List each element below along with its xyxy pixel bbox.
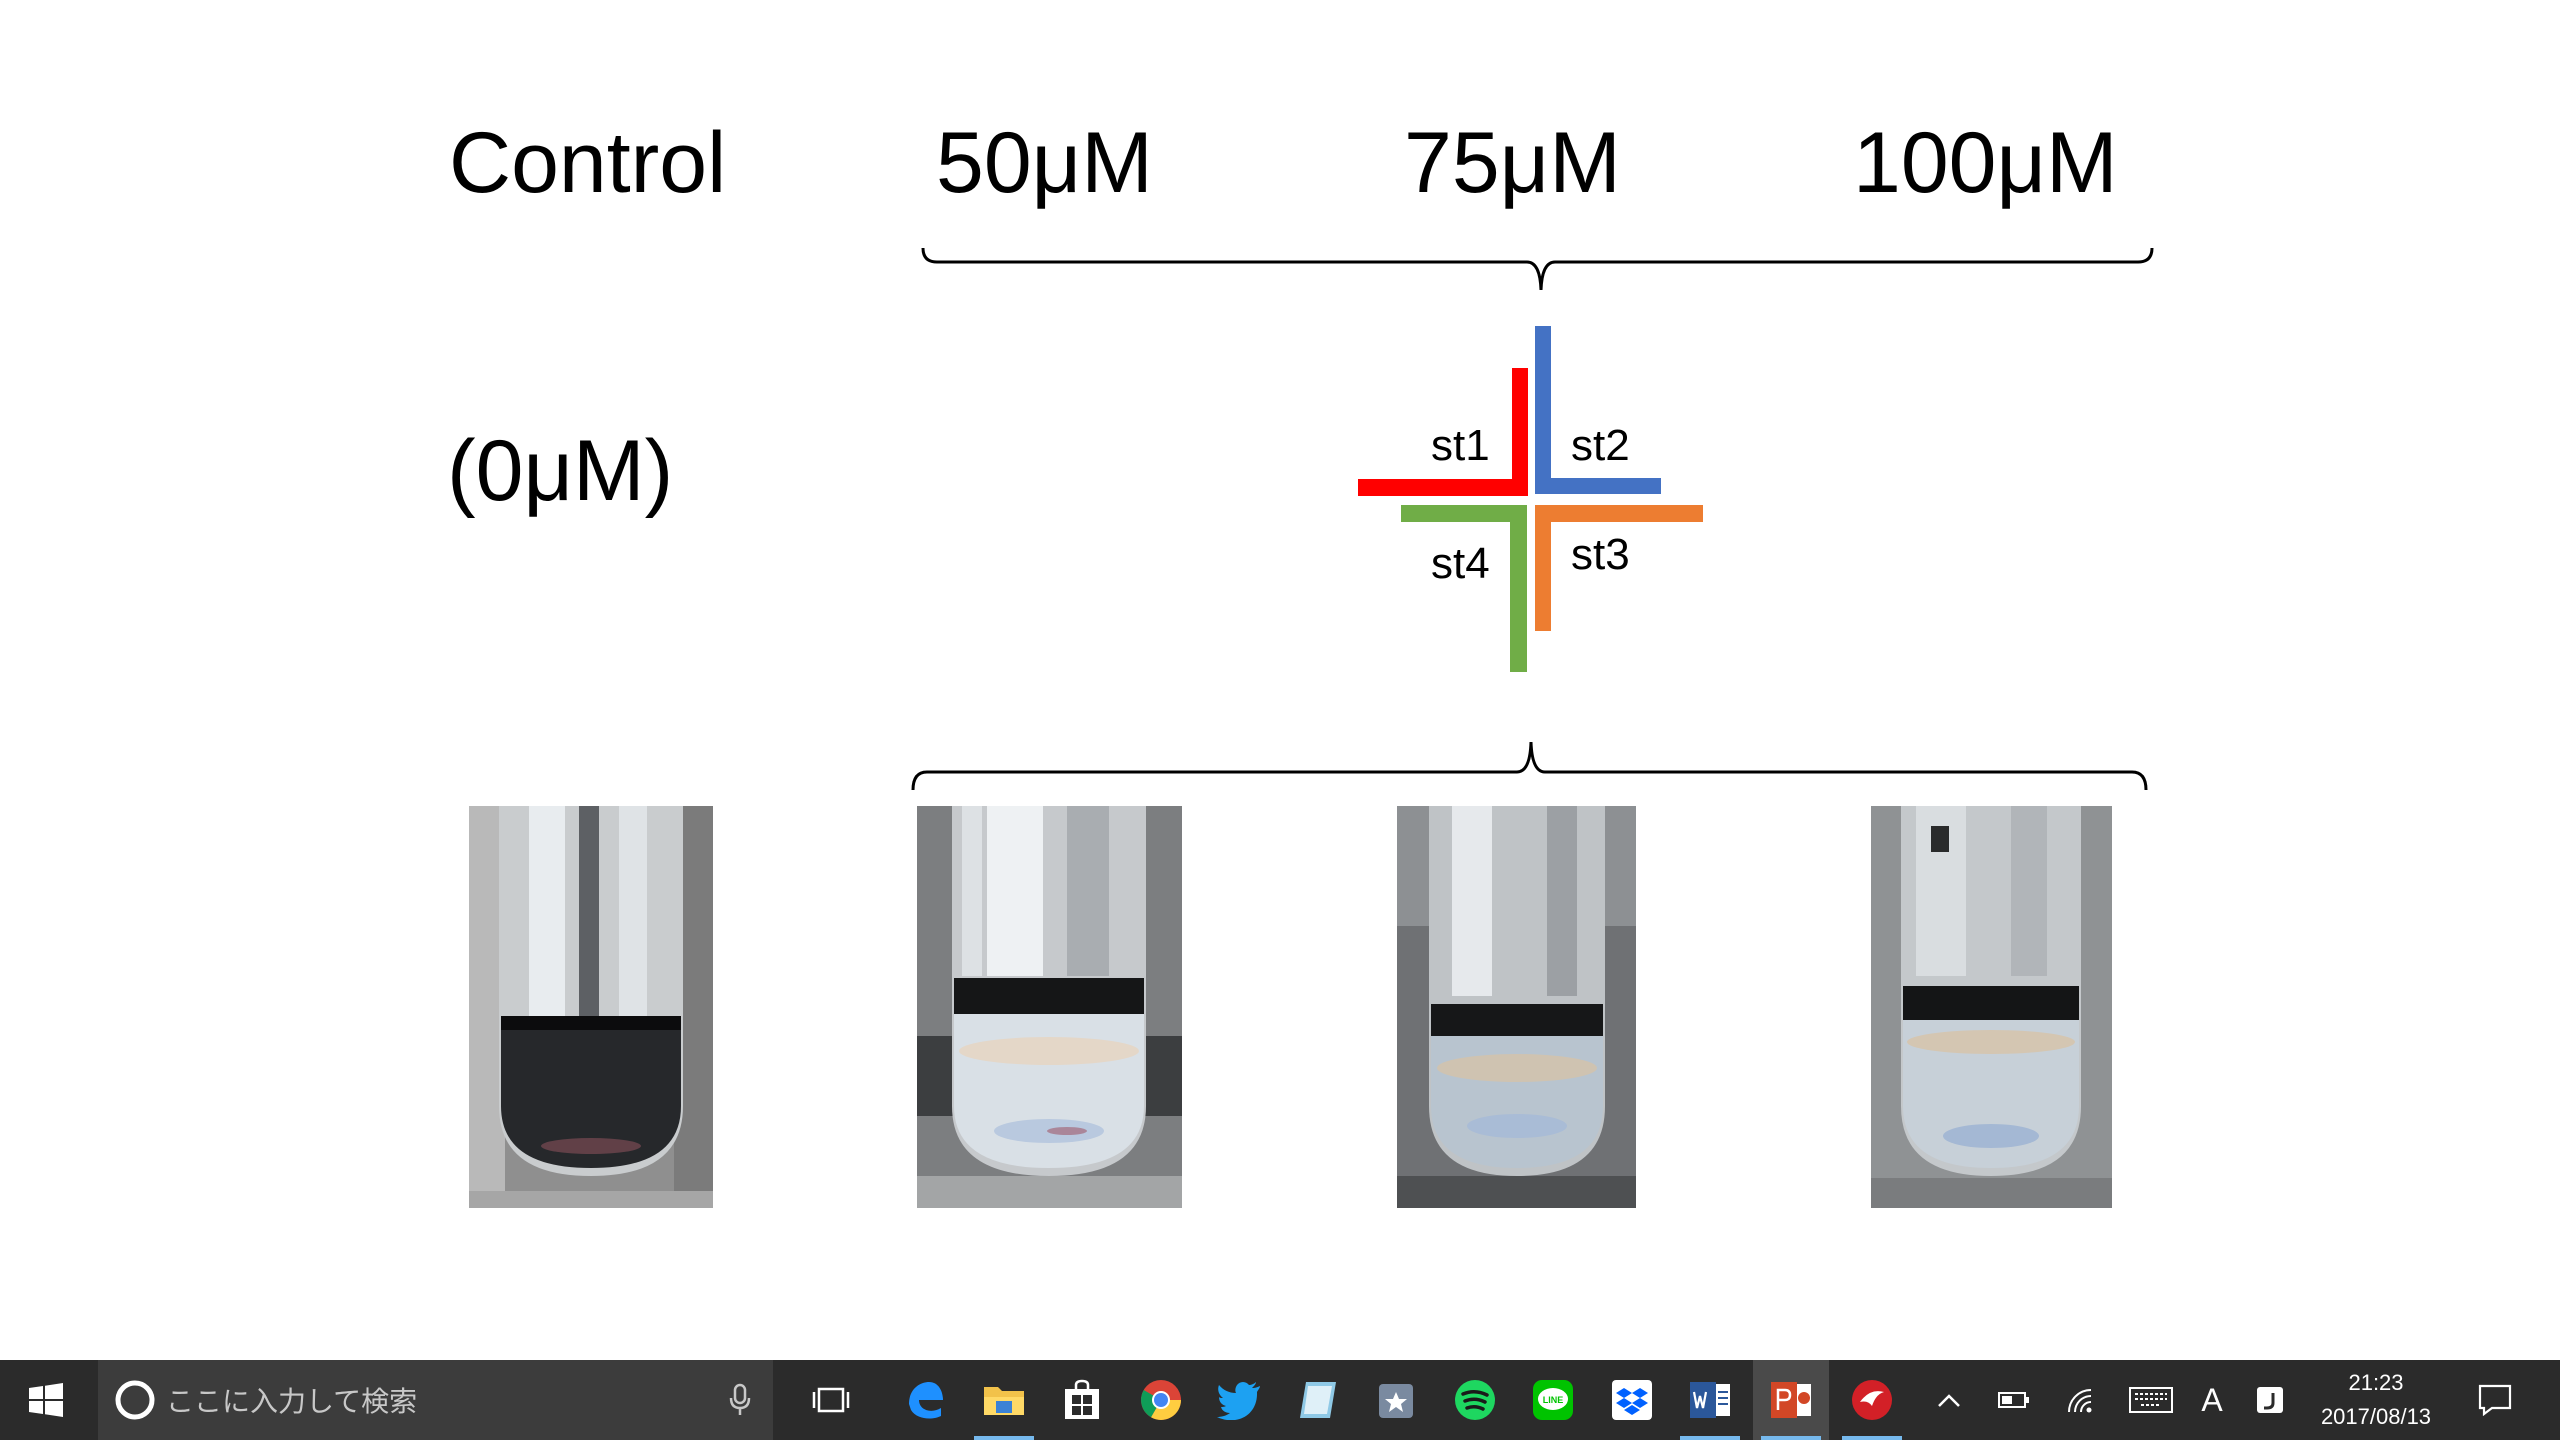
task-view-button[interactable] <box>793 1360 869 1440</box>
taskbar-edge[interactable] <box>887 1360 963 1440</box>
spotify-icon <box>1455 1380 1495 1420</box>
action-center-button[interactable] <box>2470 1360 2520 1440</box>
twitter-icon <box>1217 1382 1260 1420</box>
top-bracket <box>921 247 2154 291</box>
slide-canvas: Control 50μM 75μM 100μM (0μM) st1 st2 st… <box>447 115 2154 1208</box>
tube-photo-50um <box>917 806 1182 1208</box>
ime-mode-label: A <box>2201 1381 2223 1418</box>
st2-bar-vertical <box>1535 326 1551 494</box>
st3-bar-vertical <box>1535 505 1551 631</box>
taskbar-store[interactable] <box>1044 1360 1120 1440</box>
ime-pad-icon <box>2257 1387 2283 1413</box>
taskbar-dropbox[interactable] <box>1594 1360 1670 1440</box>
taskbar-spotify[interactable] <box>1437 1360 1513 1440</box>
clock-time: 21:23 <box>2348 1370 2404 1395</box>
line-app-icon: LINE <box>1533 1380 1573 1420</box>
edge-icon <box>909 1382 943 1419</box>
battery-button[interactable] <box>1992 1360 2036 1440</box>
header-100um: 100μM <box>1853 115 2118 211</box>
battery-icon <box>1998 1392 2029 1408</box>
cortana-icon <box>115 1380 155 1420</box>
dropbox-icon <box>1612 1380 1652 1420</box>
windows-logo-icon <box>29 1383 63 1417</box>
header-50um: 50μM <box>936 115 1153 211</box>
tube-photo-100um <box>1871 806 2112 1208</box>
taskbar-word[interactable] <box>1672 1360 1748 1440</box>
taskbar-twitter[interactable] <box>1201 1360 1277 1440</box>
st2-label: st2 <box>1571 421 1630 470</box>
show-hidden-icons-button[interactable] <box>1929 1360 1969 1440</box>
st2-bar-horizontal <box>1535 478 1661 494</box>
notification-icon <box>2478 1384 2512 1416</box>
st1-label: st1 <box>1431 421 1490 470</box>
word-icon <box>1690 1382 1730 1418</box>
wifi-icon <box>2068 1389 2092 1413</box>
tube-photo-75um <box>1397 806 1636 1208</box>
search-placeholder: ここに入力して検索 <box>166 1386 418 1417</box>
taskbar: ここに入力して検索 <box>0 1360 2560 1440</box>
chevron-up-icon <box>1938 1394 1960 1407</box>
chrome-icon <box>1141 1380 1181 1420</box>
notes-icon <box>1300 1382 1336 1418</box>
touch-keyboard-button[interactable] <box>2126 1360 2176 1440</box>
photos-app-icon <box>1379 1384 1413 1418</box>
start-button[interactable] <box>0 1360 92 1440</box>
search-box[interactable]: ここに入力して検索 <box>98 1360 773 1440</box>
st4-bar-vertical <box>1510 505 1527 672</box>
clock-date: 2017/08/13 <box>2320 1404 2432 1429</box>
bottom-bracket <box>911 741 2148 791</box>
taskbar-photos[interactable] <box>1358 1360 1434 1440</box>
task-view-icon <box>812 1387 850 1413</box>
st3-label: st3 <box>1571 530 1630 579</box>
taskbar-line[interactable]: LINE <box>1515 1360 1591 1440</box>
st4-bar-horizontal <box>1401 505 1527 522</box>
header-75um: 75μM <box>1404 115 1621 211</box>
line-icon-text: LINE <box>1543 1395 1564 1405</box>
microphone-icon[interactable] <box>728 1383 752 1417</box>
taskbar-file-explorer[interactable] <box>966 1360 1042 1440</box>
keyboard-icon <box>2129 1387 2173 1413</box>
taskbar-clock[interactable]: 21:23 2017/08/13 <box>2306 1360 2446 1440</box>
security-app-icon <box>1852 1380 1892 1420</box>
header-zero-um: (0μM) <box>447 423 674 519</box>
taskbar-chrome[interactable] <box>1123 1360 1199 1440</box>
st4-label: st4 <box>1431 539 1490 588</box>
ime-indicator[interactable]: A <box>2192 1360 2232 1440</box>
folder-icon <box>984 1387 1024 1415</box>
st1-bar-vertical <box>1512 368 1528 496</box>
network-button[interactable] <box>2058 1360 2104 1440</box>
show-desktop-button[interactable] <box>2552 1360 2560 1440</box>
st3-bar-horizontal <box>1535 505 1703 522</box>
taskbar-notes[interactable] <box>1280 1360 1356 1440</box>
taskbar-security[interactable] <box>1834 1360 1910 1440</box>
ime-options-button[interactable] <box>2250 1360 2290 1440</box>
tube-photo-control <box>469 806 713 1208</box>
store-bag-icon <box>1065 1379 1099 1419</box>
header-control: Control <box>449 115 727 211</box>
st1-bar-horizontal <box>1358 479 1528 496</box>
taskbar-powerpoint[interactable] <box>1753 1360 1829 1440</box>
powerpoint-icon <box>1771 1382 1811 1418</box>
